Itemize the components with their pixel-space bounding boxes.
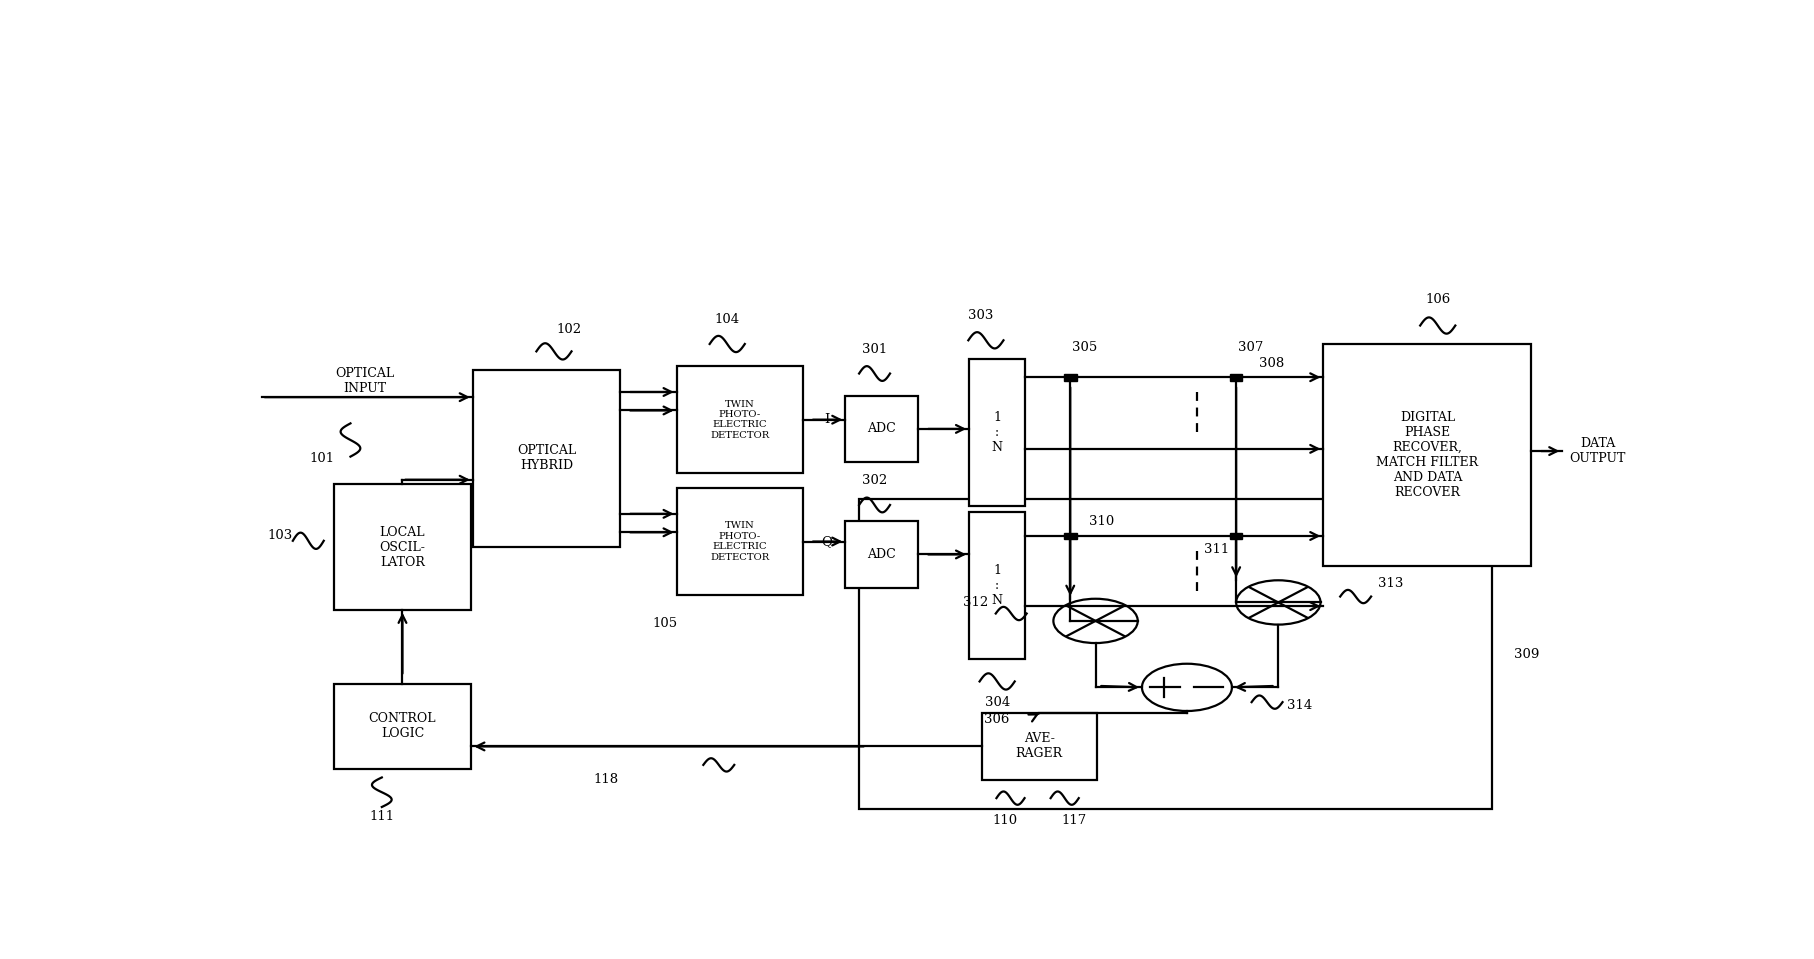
Bar <box>1065 532 1076 539</box>
Text: 117: 117 <box>1061 814 1087 827</box>
Text: 301: 301 <box>862 343 887 357</box>
Text: CONTROL
LOGIC: CONTROL LOGIC <box>368 713 435 740</box>
Text: TWIN
PHOTO-
ELECTRIC
DETECTOR: TWIN PHOTO- ELECTRIC DETECTOR <box>711 522 769 562</box>
Text: TWIN
PHOTO-
ELECTRIC
DETECTOR: TWIN PHOTO- ELECTRIC DETECTOR <box>711 400 769 440</box>
Text: 308: 308 <box>1259 358 1284 370</box>
Text: 313: 313 <box>1379 577 1404 591</box>
Text: DATA
OUTPUT: DATA OUTPUT <box>1569 437 1625 465</box>
Bar <box>845 522 918 588</box>
Text: ADC: ADC <box>867 422 896 435</box>
Text: 307: 307 <box>1237 341 1263 354</box>
Bar <box>969 359 1025 506</box>
Text: ADC: ADC <box>867 548 896 561</box>
Text: 111: 111 <box>370 810 394 823</box>
Text: 306: 306 <box>985 713 1010 726</box>
Text: 104: 104 <box>715 314 740 326</box>
Text: 303: 303 <box>967 310 992 322</box>
Text: AVE-
RAGER: AVE- RAGER <box>1016 733 1063 760</box>
Text: 311: 311 <box>1204 543 1230 556</box>
Text: OPTICAL
HYBRID: OPTICAL HYBRID <box>517 444 577 473</box>
Bar <box>1230 532 1243 539</box>
Text: 309: 309 <box>1515 647 1540 661</box>
Text: 101: 101 <box>310 452 336 465</box>
Bar <box>334 484 472 610</box>
Bar <box>981 713 1097 780</box>
Bar <box>1065 374 1076 381</box>
Text: I: I <box>824 413 829 426</box>
Bar <box>845 396 918 462</box>
Text: 103: 103 <box>267 529 292 543</box>
Text: 105: 105 <box>653 617 678 630</box>
Bar <box>677 366 804 473</box>
Text: 310: 310 <box>1088 515 1114 527</box>
Text: 302: 302 <box>862 474 887 487</box>
Bar <box>860 499 1493 809</box>
Bar <box>677 488 804 595</box>
Text: 312: 312 <box>963 596 989 609</box>
Text: 1
:
N: 1 : N <box>992 564 1003 607</box>
Text: 305: 305 <box>1072 341 1097 354</box>
Text: 106: 106 <box>1426 293 1451 306</box>
Bar <box>334 684 472 768</box>
Text: 304: 304 <box>985 695 1010 709</box>
Bar <box>969 511 1025 659</box>
Text: 110: 110 <box>992 814 1018 827</box>
Text: Q: Q <box>822 535 833 548</box>
Bar <box>1324 344 1531 566</box>
Text: LOCAL
OSCIL-
LATOR: LOCAL OSCIL- LATOR <box>379 526 426 569</box>
Text: OPTICAL
INPUT: OPTICAL INPUT <box>336 367 394 395</box>
Text: 118: 118 <box>593 773 619 786</box>
Text: DIGITAL
PHASE
RECOVER,
MATCH FILTER
AND DATA
RECOVER: DIGITAL PHASE RECOVER, MATCH FILTER AND … <box>1377 410 1478 499</box>
Text: 314: 314 <box>1286 699 1312 713</box>
Text: 102: 102 <box>557 323 580 336</box>
Text: 1
:
N: 1 : N <box>992 411 1003 455</box>
Bar <box>1230 374 1243 381</box>
Bar <box>473 370 620 547</box>
